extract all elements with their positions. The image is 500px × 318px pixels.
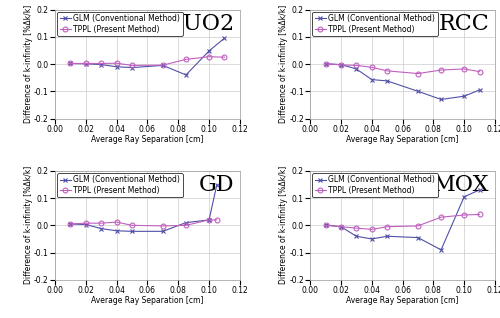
TPPL (Present Method) — [338, 225, 344, 229]
GLM (Conventional Method) — [98, 227, 104, 231]
GLM (Conventional Method) — [68, 62, 73, 66]
GLM (Conventional Method) — [369, 237, 375, 241]
TPPL (Present Method) — [206, 55, 212, 59]
GLM (Conventional Method) — [129, 229, 135, 233]
TPPL (Present Method) — [83, 62, 89, 66]
TPPL (Present Method) — [183, 58, 189, 61]
GLM (Conventional Method) — [68, 222, 73, 226]
TPPL (Present Method) — [438, 215, 444, 219]
GLM (Conventional Method) — [129, 66, 135, 70]
Line: GLM (Conventional Method): GLM (Conventional Method) — [323, 188, 482, 252]
TPPL (Present Method) — [415, 224, 421, 228]
Text: RCC: RCC — [438, 13, 490, 35]
GLM (Conventional Method) — [183, 221, 189, 225]
GLM (Conventional Method) — [322, 223, 328, 227]
GLM (Conventional Method) — [354, 67, 360, 71]
GLM (Conventional Method) — [384, 79, 390, 83]
TPPL (Present Method) — [461, 67, 467, 71]
Legend: GLM (Conventional Method), TPPL (Present Method): GLM (Conventional Method), TPPL (Present… — [58, 173, 182, 197]
TPPL (Present Method) — [98, 221, 104, 225]
TPPL (Present Method) — [461, 213, 467, 217]
Y-axis label: Difference of k-infinity [%Δk/k]: Difference of k-infinity [%Δk/k] — [278, 5, 287, 123]
Line: TPPL (Present Method): TPPL (Present Method) — [68, 54, 227, 68]
Text: GD: GD — [199, 174, 234, 196]
TPPL (Present Method) — [129, 64, 135, 67]
TPPL (Present Method) — [438, 68, 444, 72]
GLM (Conventional Method) — [222, 36, 228, 40]
GLM (Conventional Method) — [114, 65, 119, 69]
TPPL (Present Method) — [354, 64, 360, 67]
Line: GLM (Conventional Method): GLM (Conventional Method) — [323, 61, 482, 102]
TPPL (Present Method) — [114, 220, 119, 224]
GLM (Conventional Method) — [338, 225, 344, 229]
GLM (Conventional Method) — [384, 234, 390, 238]
TPPL (Present Method) — [160, 224, 166, 228]
GLM (Conventional Method) — [160, 64, 166, 67]
TPPL (Present Method) — [354, 226, 360, 230]
Line: TPPL (Present Method): TPPL (Present Method) — [68, 218, 219, 228]
TPPL (Present Method) — [129, 224, 135, 227]
Text: UO2: UO2 — [183, 13, 234, 35]
GLM (Conventional Method) — [369, 78, 375, 81]
X-axis label: Average Ray Separation [cm]: Average Ray Separation [cm] — [346, 135, 459, 144]
Legend: GLM (Conventional Method), TPPL (Present Method): GLM (Conventional Method), TPPL (Present… — [312, 12, 438, 36]
GLM (Conventional Method) — [183, 73, 189, 77]
GLM (Conventional Method) — [476, 188, 482, 192]
GLM (Conventional Method) — [322, 62, 328, 66]
X-axis label: Average Ray Separation [cm]: Average Ray Separation [cm] — [91, 135, 204, 144]
TPPL (Present Method) — [68, 222, 73, 226]
TPPL (Present Method) — [476, 70, 482, 73]
TPPL (Present Method) — [83, 221, 89, 225]
TPPL (Present Method) — [338, 63, 344, 67]
GLM (Conventional Method) — [415, 236, 421, 239]
TPPL (Present Method) — [214, 218, 220, 222]
TPPL (Present Method) — [415, 72, 421, 75]
GLM (Conventional Method) — [98, 63, 104, 66]
GLM (Conventional Method) — [83, 223, 89, 226]
GLM (Conventional Method) — [114, 229, 119, 233]
GLM (Conventional Method) — [338, 63, 344, 66]
TPPL (Present Method) — [98, 62, 104, 66]
GLM (Conventional Method) — [206, 218, 212, 222]
TPPL (Present Method) — [68, 62, 73, 66]
Legend: GLM (Conventional Method), TPPL (Present Method): GLM (Conventional Method), TPPL (Present… — [312, 173, 438, 197]
X-axis label: Average Ray Separation [cm]: Average Ray Separation [cm] — [91, 296, 204, 306]
TPPL (Present Method) — [206, 218, 212, 222]
TPPL (Present Method) — [369, 227, 375, 231]
TPPL (Present Method) — [384, 69, 390, 73]
Line: GLM (Conventional Method): GLM (Conventional Method) — [68, 183, 219, 234]
Line: TPPL (Present Method): TPPL (Present Method) — [323, 61, 482, 76]
Y-axis label: Difference of k-infinity [%Δk/k]: Difference of k-infinity [%Δk/k] — [278, 166, 287, 285]
GLM (Conventional Method) — [438, 98, 444, 101]
Text: MOX: MOX — [433, 174, 490, 196]
GLM (Conventional Method) — [461, 195, 467, 199]
Y-axis label: Difference of k-infinity [%Δk/k]: Difference of k-infinity [%Δk/k] — [24, 166, 32, 285]
TPPL (Present Method) — [476, 212, 482, 216]
X-axis label: Average Ray Separation [cm]: Average Ray Separation [cm] — [346, 296, 459, 306]
TPPL (Present Method) — [222, 55, 228, 59]
GLM (Conventional Method) — [476, 88, 482, 92]
TPPL (Present Method) — [183, 224, 189, 227]
GLM (Conventional Method) — [461, 94, 467, 98]
TPPL (Present Method) — [369, 66, 375, 69]
TPPL (Present Method) — [384, 225, 390, 229]
TPPL (Present Method) — [160, 63, 166, 67]
TPPL (Present Method) — [322, 224, 328, 227]
GLM (Conventional Method) — [354, 234, 360, 238]
GLM (Conventional Method) — [415, 89, 421, 93]
GLM (Conventional Method) — [160, 229, 166, 233]
GLM (Conventional Method) — [214, 183, 220, 187]
GLM (Conventional Method) — [83, 62, 89, 66]
TPPL (Present Method) — [114, 61, 119, 65]
Legend: GLM (Conventional Method), TPPL (Present Method): GLM (Conventional Method), TPPL (Present… — [58, 12, 182, 36]
Line: TPPL (Present Method): TPPL (Present Method) — [323, 212, 482, 232]
GLM (Conventional Method) — [206, 49, 212, 53]
Line: GLM (Conventional Method): GLM (Conventional Method) — [68, 36, 227, 77]
Y-axis label: Difference of k-infinity [%Δk/k]: Difference of k-infinity [%Δk/k] — [24, 5, 32, 123]
GLM (Conventional Method) — [438, 248, 444, 252]
TPPL (Present Method) — [322, 62, 328, 66]
